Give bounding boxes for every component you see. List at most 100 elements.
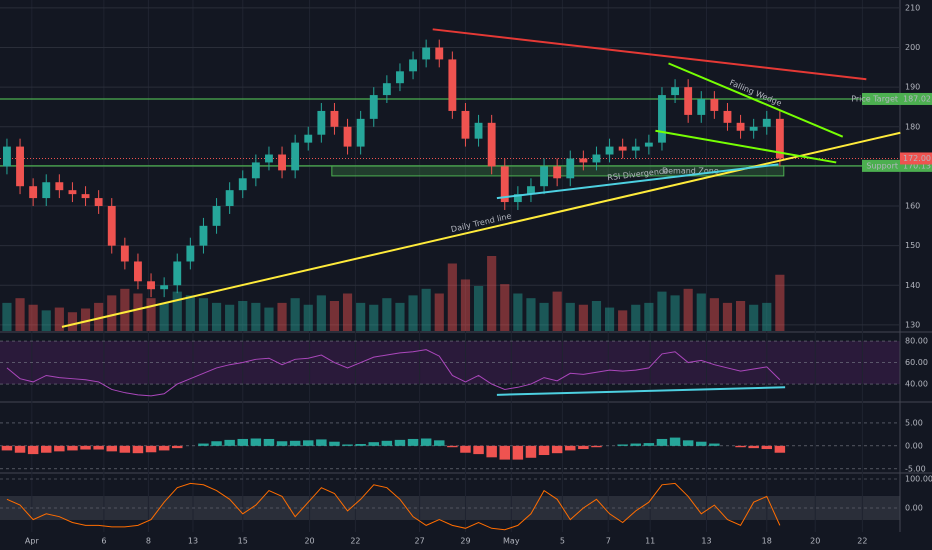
volume-bar bbox=[185, 295, 195, 331]
volume-bar bbox=[225, 304, 235, 331]
x-tick-label: 11 bbox=[645, 537, 655, 546]
macd-bar bbox=[761, 445, 773, 450]
macd-bar bbox=[630, 443, 642, 446]
macd-bar bbox=[696, 441, 707, 446]
macd-bar bbox=[80, 445, 91, 450]
trend-line bbox=[432, 28, 867, 81]
trend-line bbox=[61, 131, 901, 328]
candle-body bbox=[29, 186, 38, 199]
macd-bar bbox=[499, 445, 510, 460]
volume-bar bbox=[67, 312, 78, 331]
candle-body bbox=[658, 95, 666, 143]
x-tick-label: 20 bbox=[810, 537, 820, 546]
macd-tick-label: 0.00 bbox=[905, 441, 923, 450]
volume-bar bbox=[513, 293, 523, 331]
macd-bar bbox=[735, 445, 746, 448]
macd-bar bbox=[774, 445, 786, 453]
candle-body bbox=[147, 281, 155, 290]
level-name: Price Target bbox=[851, 94, 898, 103]
volume-bar bbox=[54, 307, 64, 331]
candle-body bbox=[474, 122, 483, 139]
macd-bar bbox=[1, 445, 13, 451]
macd-tick-label: 5.00 bbox=[905, 418, 923, 427]
trend-line bbox=[668, 62, 844, 138]
x-tick-label: 22 bbox=[350, 537, 360, 546]
volume-bar bbox=[211, 302, 222, 331]
volume-bar bbox=[447, 263, 457, 331]
macd-bar bbox=[460, 445, 471, 453]
volume-bar bbox=[775, 274, 785, 331]
macd-bar bbox=[237, 438, 248, 446]
x-tick-label: May bbox=[503, 537, 520, 546]
x-tick-label: 13 bbox=[188, 537, 198, 546]
volume-bar bbox=[618, 310, 628, 331]
macd-bar bbox=[355, 444, 366, 446]
candle-body bbox=[448, 59, 457, 111]
level-name-bg bbox=[862, 159, 900, 172]
y-tick-label: 190 bbox=[905, 83, 920, 92]
volume-bar bbox=[28, 304, 38, 331]
last-price-bg bbox=[900, 152, 932, 165]
volume-bar bbox=[80, 308, 91, 331]
volume-bar bbox=[159, 302, 169, 331]
candle-body bbox=[435, 47, 444, 60]
volume-bar bbox=[408, 295, 418, 331]
candle-body bbox=[422, 47, 431, 60]
candle-body bbox=[343, 126, 352, 147]
volume-bar bbox=[172, 291, 182, 331]
candle-body bbox=[330, 110, 339, 127]
trend-line bbox=[655, 129, 837, 164]
macd-bar bbox=[525, 445, 537, 458]
x-tick-label: 27 bbox=[415, 537, 425, 546]
macd-bar bbox=[119, 445, 131, 453]
candle-body bbox=[81, 194, 90, 199]
candle-body bbox=[369, 95, 378, 119]
volume-bar bbox=[421, 288, 431, 331]
macd-bar bbox=[67, 445, 78, 451]
volume-bar bbox=[565, 302, 575, 331]
volume-bar bbox=[722, 302, 733, 331]
macd-bar bbox=[342, 444, 353, 446]
x-tick-label: 20 bbox=[304, 537, 314, 546]
candle-body bbox=[94, 198, 103, 207]
volume-bar bbox=[264, 307, 274, 331]
volume-bar bbox=[578, 304, 588, 331]
volume-bar bbox=[539, 302, 549, 331]
stoch-line bbox=[6, 482, 781, 531]
candle-body bbox=[697, 99, 706, 115]
y-tick-label: 150 bbox=[905, 241, 920, 250]
candle-body bbox=[278, 154, 286, 171]
candle-body bbox=[265, 154, 273, 163]
macd-bar bbox=[41, 445, 52, 453]
zone-label: Demand Zone bbox=[662, 166, 719, 175]
candle-body bbox=[107, 206, 116, 246]
candle-body bbox=[618, 146, 627, 151]
candle-body bbox=[356, 118, 365, 147]
macd-bar bbox=[434, 440, 445, 446]
volume-bar bbox=[303, 304, 313, 331]
macd-bar bbox=[211, 441, 222, 446]
macd-bar bbox=[303, 440, 314, 446]
y-tick-label: 210 bbox=[905, 3, 920, 12]
x-tick-label: 29 bbox=[460, 537, 470, 546]
volume-bar bbox=[277, 302, 287, 331]
macd-bar bbox=[289, 440, 301, 446]
x-tick-label: Apr bbox=[25, 537, 40, 546]
candle-body bbox=[3, 146, 11, 167]
candle-body bbox=[68, 190, 77, 195]
candle-body bbox=[461, 110, 470, 139]
volume-bar bbox=[604, 307, 615, 331]
level-tag: 170.13 bbox=[903, 161, 931, 170]
volume-bar bbox=[473, 286, 484, 331]
volume-bar bbox=[709, 298, 719, 331]
volume-bar bbox=[107, 295, 117, 331]
candle-body bbox=[120, 245, 129, 262]
candle-body bbox=[487, 122, 496, 167]
candle-body bbox=[723, 110, 732, 123]
volume-bar bbox=[146, 298, 156, 331]
candle-body bbox=[592, 154, 601, 163]
macd-bar bbox=[250, 438, 262, 446]
candle-body bbox=[160, 285, 169, 290]
